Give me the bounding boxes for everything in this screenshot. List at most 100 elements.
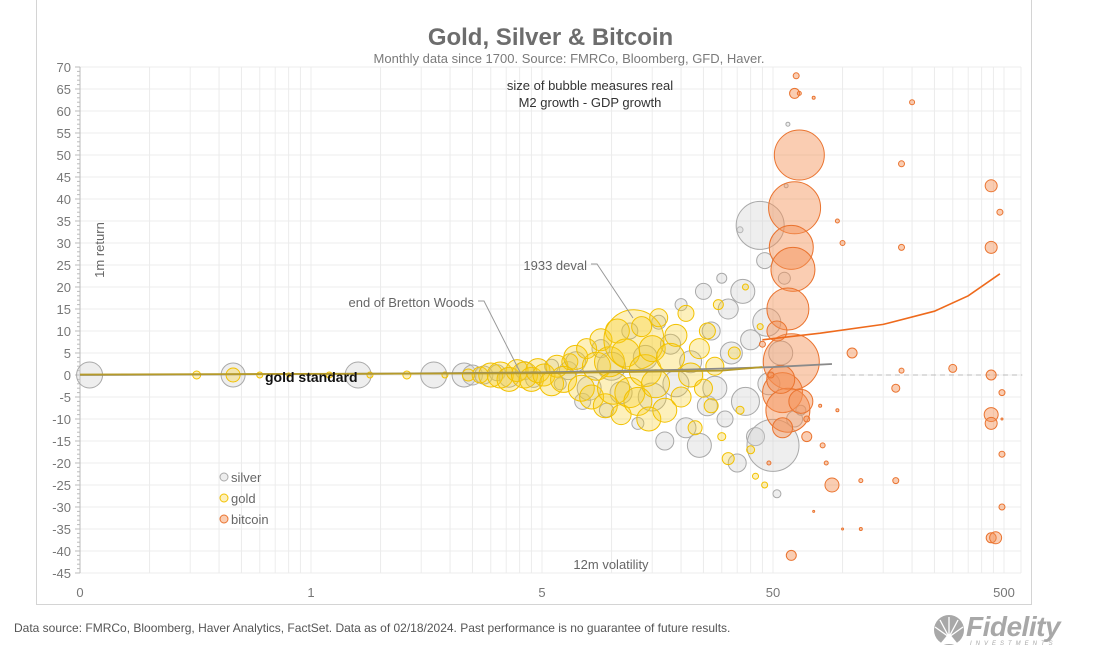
- y-tick-label: 35: [57, 214, 71, 229]
- silver-bubble: [785, 121, 791, 127]
- bitcoin-bubble: [985, 532, 997, 544]
- y-tick-label: 55: [57, 126, 71, 141]
- bitcoin-bubble: [824, 477, 840, 493]
- silver-bubble: [716, 410, 734, 428]
- gold-bubble: [721, 452, 735, 466]
- bitcoin-bubble: [984, 416, 998, 430]
- gold-bubble: [471, 366, 489, 384]
- y-tick-label: 50: [57, 148, 71, 163]
- bitcoin-bubble: [948, 363, 958, 373]
- bitcoin-bubble: [773, 129, 825, 181]
- silver-bubble: [772, 489, 782, 499]
- bitcoin-bubble: [998, 503, 1006, 511]
- bitcoin-bubble: [891, 383, 901, 393]
- gold-bubble: [623, 386, 653, 416]
- y-tick-label: -5: [59, 390, 71, 405]
- gold-bubble: [649, 308, 669, 328]
- gold-bubble: [735, 405, 745, 415]
- bitcoin-bubble: [812, 509, 816, 513]
- y-tick-label: 15: [57, 302, 71, 317]
- legend-label-bitcoin: bitcoin: [231, 512, 269, 527]
- bitcoin-bubble: [765, 387, 811, 433]
- bitcoin-bubble: [785, 549, 797, 561]
- bitcoin-bubble: [766, 460, 772, 466]
- legend-marker-silver: [219, 472, 229, 482]
- silver-bubble: [694, 282, 712, 300]
- annotation-leader-line: [591, 263, 634, 319]
- legend-label-gold: gold: [231, 491, 256, 506]
- silver-bubble: [576, 375, 602, 401]
- gold-bubble: [656, 342, 686, 372]
- gold-bubble: [525, 358, 551, 384]
- bitcoin-bubble: [892, 477, 900, 485]
- silver-bubble: [674, 298, 688, 312]
- bitcoin-bubble: [770, 246, 816, 292]
- bitcoin-bubble: [818, 403, 823, 408]
- silver-bubble: [655, 431, 675, 451]
- bitcoin-bubble: [767, 371, 775, 379]
- gold-bubble: [589, 328, 613, 352]
- gold-bubble: [461, 368, 475, 382]
- bitcoin-bubble: [766, 287, 810, 331]
- y-tick-label: -20: [52, 456, 71, 471]
- silver-bubble: [740, 329, 762, 351]
- y-tick-label: 25: [57, 258, 71, 273]
- y-tick-label: 70: [57, 60, 71, 75]
- gold-bubble: [746, 445, 756, 455]
- silver-bubble: [679, 350, 703, 374]
- y-tick-label: -15: [52, 434, 71, 449]
- y-tick-label: -10: [52, 412, 71, 427]
- bitcoin-bubble: [823, 460, 829, 466]
- annotation-gold-standard: gold standard: [265, 369, 358, 385]
- bitcoin-bubble: [789, 87, 801, 99]
- gold-bubble: [402, 370, 412, 380]
- silver-bubble: [686, 432, 712, 458]
- silver-bubble: [675, 417, 697, 439]
- y-axis-title: 1m return: [92, 222, 107, 278]
- bitcoin-bubble: [796, 90, 802, 96]
- bitcoin-bubble: [1000, 417, 1004, 421]
- bitcoin-bubble: [801, 431, 813, 443]
- gold-bubble: [670, 386, 692, 408]
- gold-bubble: [563, 344, 589, 370]
- silver-bubble: [727, 453, 747, 473]
- gold-bubble: [705, 356, 725, 376]
- bitcoin-bubble: [985, 369, 997, 381]
- bitcoin-bubble: [984, 179, 998, 193]
- silver-bubble: [344, 361, 372, 389]
- bitcoin-bubble: [811, 95, 816, 100]
- fidelity-sunburst-icon: [934, 615, 964, 645]
- y-tick-label: 45: [57, 170, 71, 185]
- bitcoin-bubble: [772, 417, 794, 439]
- x-tick-label: 5: [538, 585, 545, 600]
- y-tick-label: 65: [57, 82, 71, 97]
- bitcoin-bubble: [998, 389, 1006, 397]
- bitcoin-bubble: [841, 527, 845, 531]
- trendline-bitcoin: [762, 273, 1001, 341]
- bitcoin-bubble: [762, 372, 804, 414]
- footnote: Data source: FMRCo, Bloomberg, Haver Ana…: [14, 621, 731, 635]
- logo-text: Fidelity: [966, 611, 1061, 642]
- x-tick-label: 500: [993, 585, 1015, 600]
- x-tick-label: 50: [766, 585, 780, 600]
- gold-bubble: [638, 335, 666, 363]
- gold-bubble: [761, 481, 769, 489]
- trendline-metals: [79, 366, 763, 376]
- series-bitcoin: [758, 72, 1006, 561]
- y-tick-label: -35: [52, 522, 71, 537]
- y-tick-label: -30: [52, 500, 71, 515]
- bitcoin-bubble: [898, 367, 905, 374]
- gold-bubble: [561, 353, 579, 371]
- y-tick-label: 30: [57, 236, 71, 251]
- gold-bubble: [698, 322, 716, 340]
- bitcoin-bubble: [858, 478, 864, 484]
- bitcoin-bubble: [839, 240, 846, 246]
- legend: silver gold bitcoin: [219, 470, 269, 527]
- bitcoin-bubble: [762, 333, 820, 391]
- annotation-bretton-woods: end of Bretton Woods: [348, 295, 474, 310]
- legend-marker-bitcoin: [219, 514, 229, 524]
- gold-bubble: [631, 316, 653, 338]
- y-tick-label: 5: [64, 346, 71, 361]
- y-tick-label: 10: [57, 324, 71, 339]
- y-tick-label: 20: [57, 280, 71, 295]
